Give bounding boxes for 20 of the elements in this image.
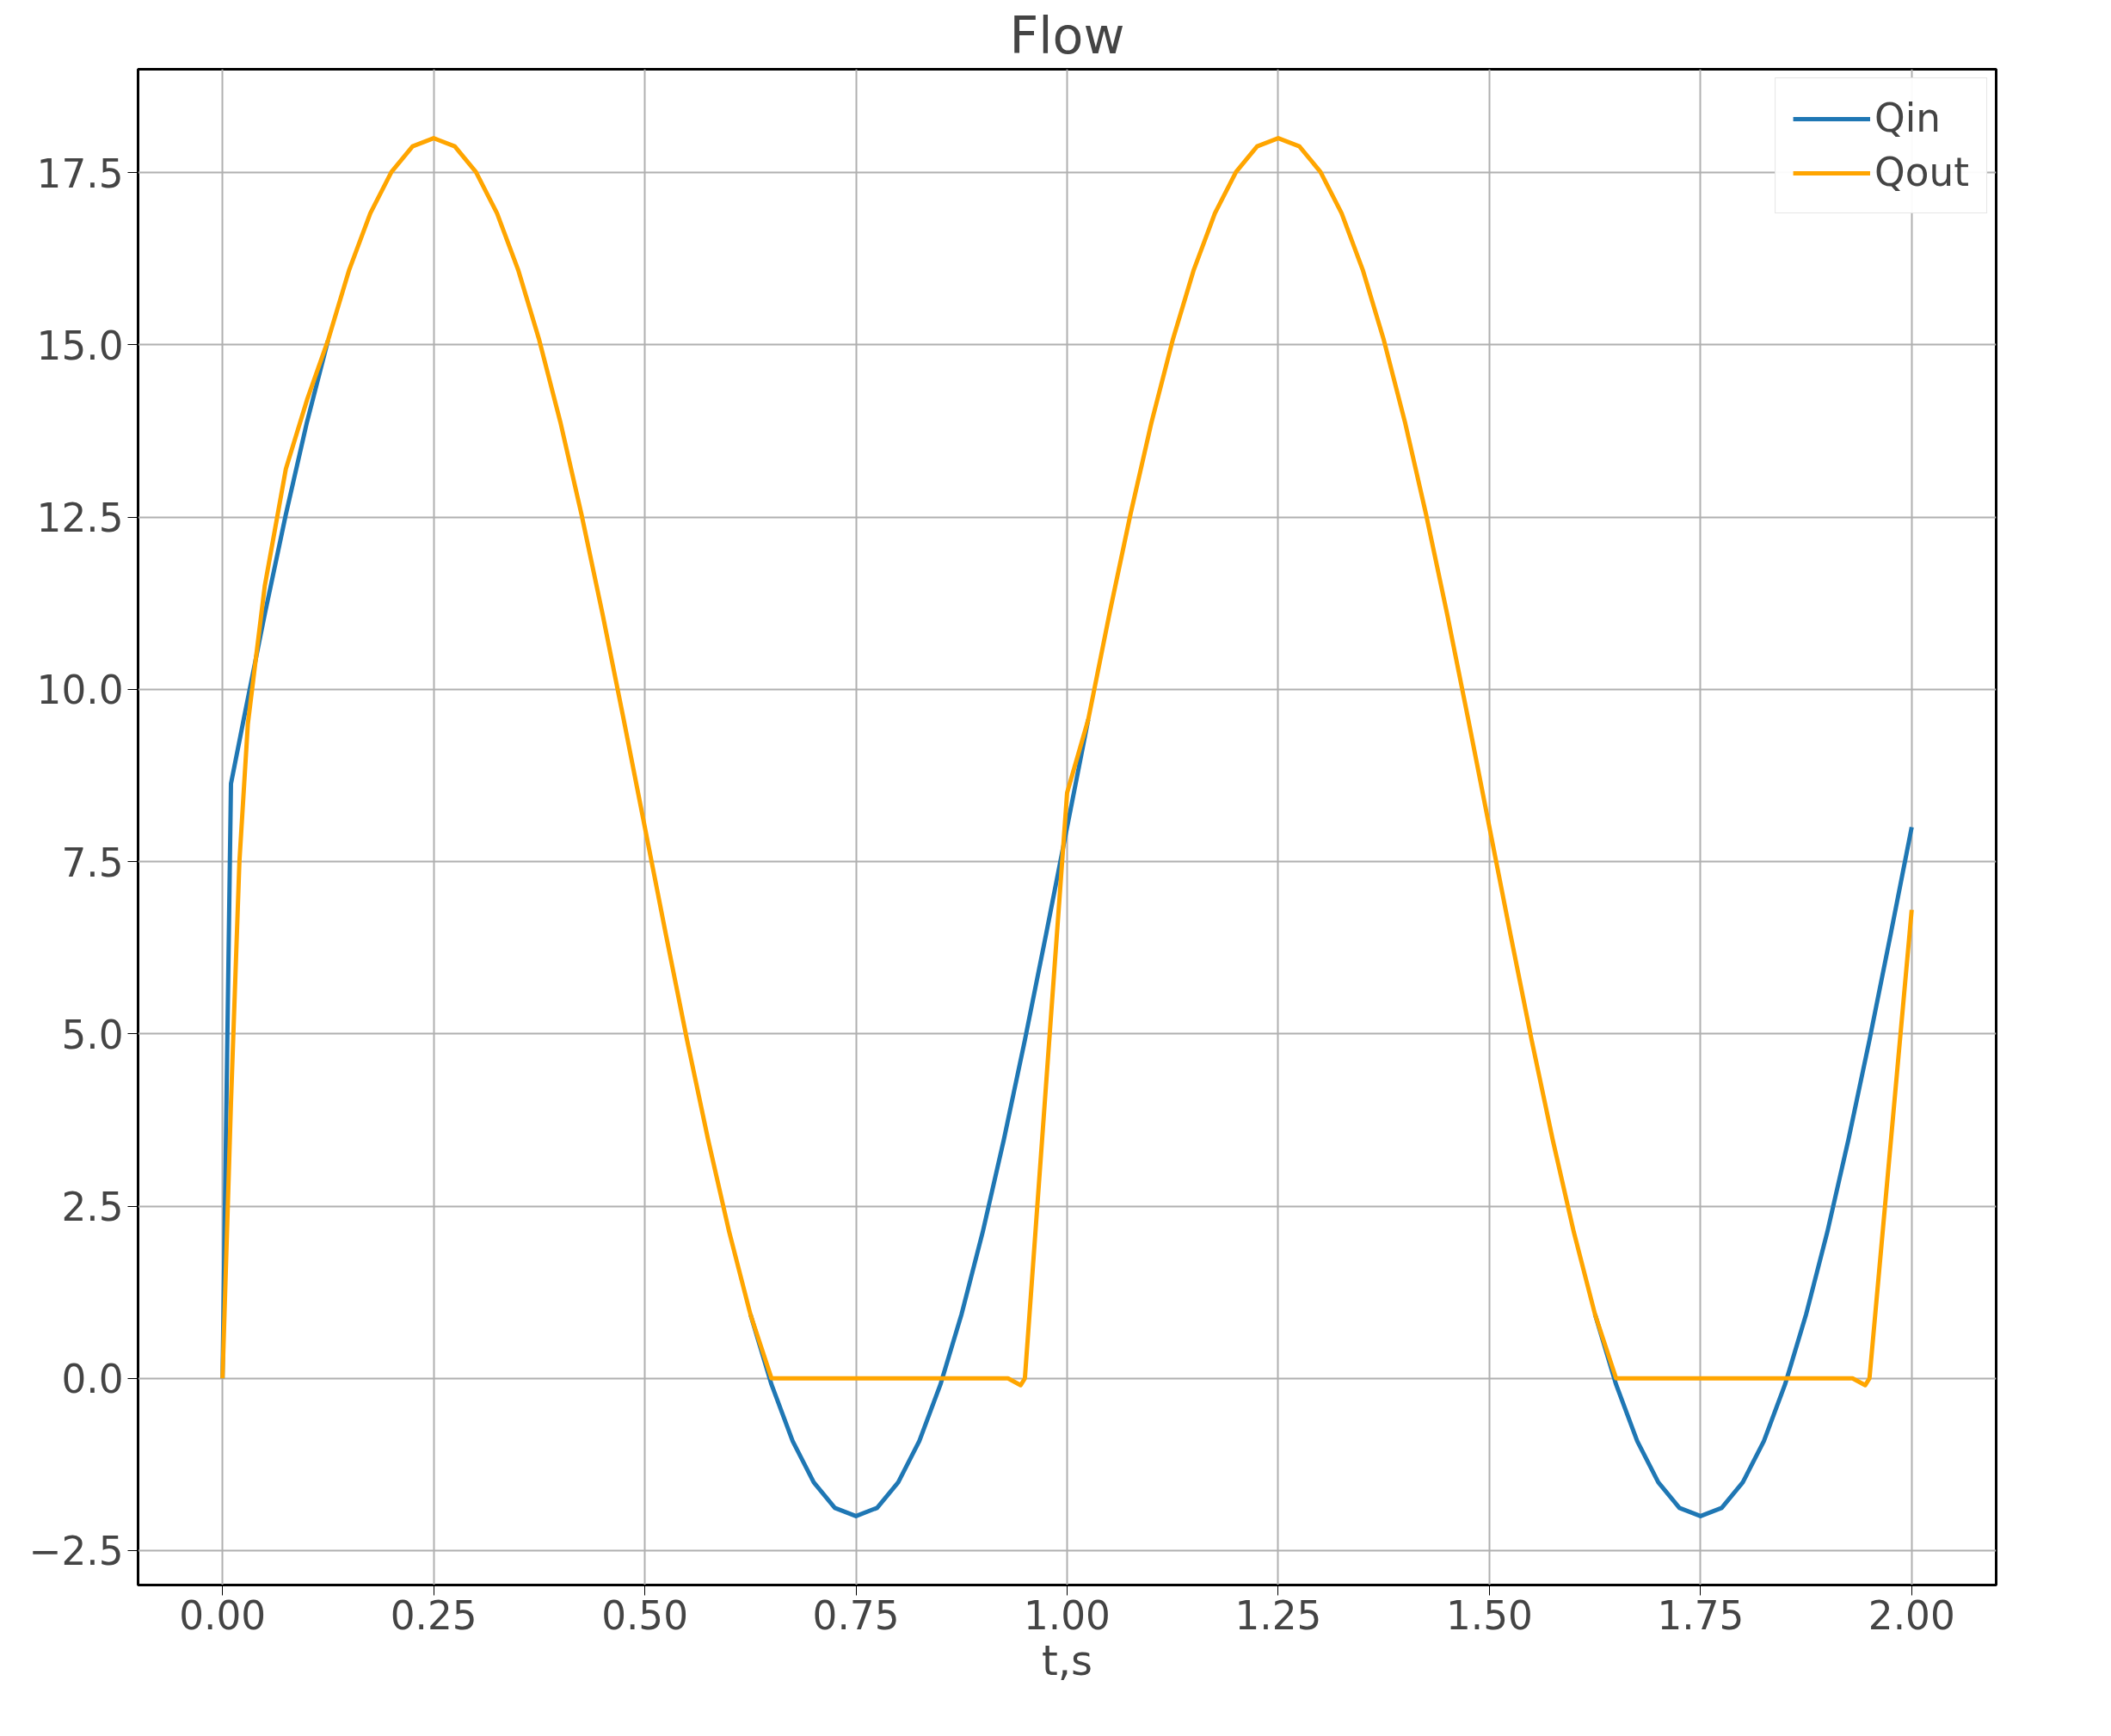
y-tick-label: 10.0 [36, 668, 124, 714]
y-tick-label: −2.5 [28, 1529, 124, 1575]
y-tick-label: 12.5 [36, 496, 124, 542]
chart-title: Flow [1009, 6, 1125, 65]
y-tick-label: 7.5 [61, 840, 124, 886]
x-tick-label: 0.75 [812, 1592, 900, 1639]
x-tick-label: 1.75 [1657, 1592, 1745, 1639]
y-tick-label: 15.0 [36, 323, 124, 369]
y-tick-label: 17.5 [36, 151, 124, 197]
x-tick-label: 2.00 [1868, 1592, 1955, 1639]
y-tick-label: 2.5 [61, 1185, 124, 1230]
x-tick-label: 0.00 [179, 1592, 267, 1639]
y-tick-label: 5.0 [61, 1012, 124, 1058]
x-tick-label: 1.25 [1234, 1592, 1322, 1639]
x-tick-label: 0.50 [601, 1592, 689, 1639]
x-tick-label: 0.25 [390, 1592, 477, 1639]
legend-label: Qout [1874, 150, 1969, 195]
legend-label: Qin [1874, 95, 1942, 141]
y-tick-label: 0.0 [61, 1357, 124, 1403]
x-tick-label: 1.50 [1445, 1592, 1533, 1639]
